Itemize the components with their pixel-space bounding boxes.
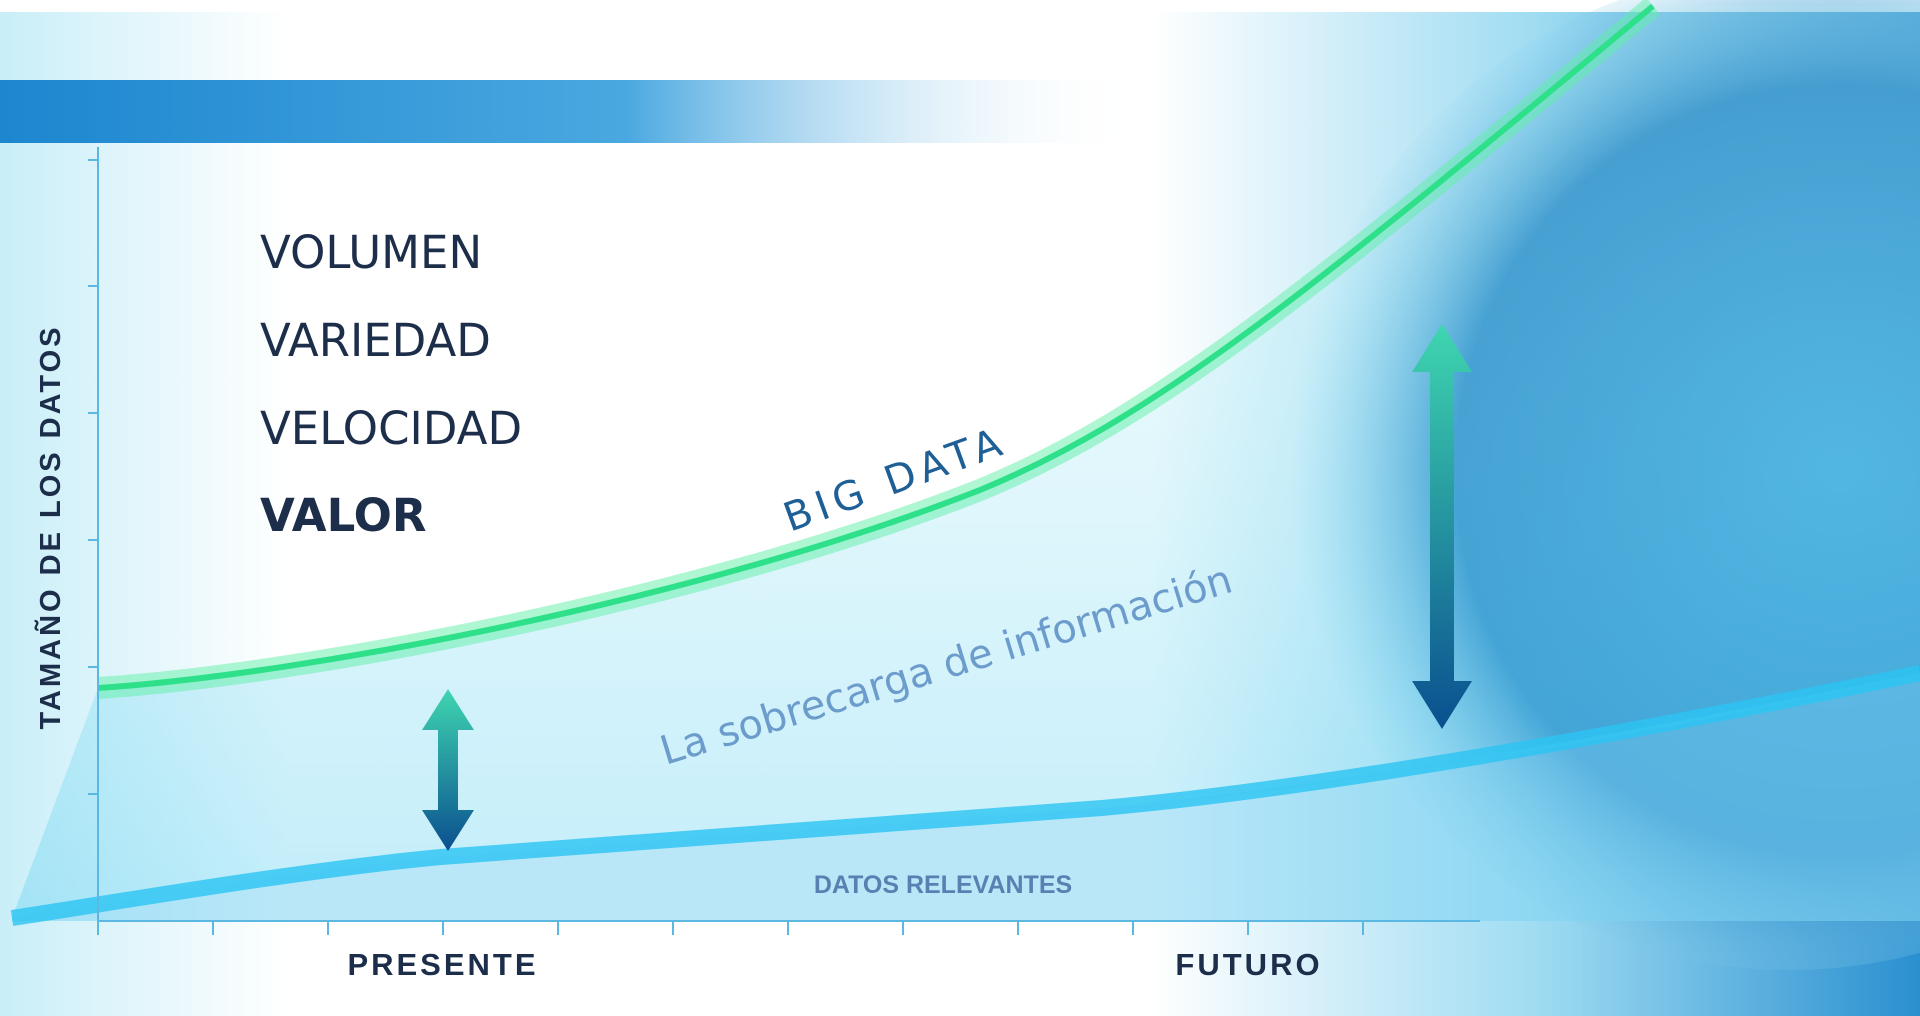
relevant-curve xyxy=(10,665,1920,926)
gap-arrow-small xyxy=(422,689,474,851)
top-strip xyxy=(0,0,1920,12)
term: VARIEDAD xyxy=(260,314,491,367)
term: VALOR xyxy=(260,489,427,542)
relevant-label: DATOS RELEVANTES xyxy=(814,871,1072,899)
y-axis-label: TAMAÑO DE LOS DATOS xyxy=(33,325,67,730)
header-bar xyxy=(0,80,1140,143)
gap-arrow-large xyxy=(1412,324,1472,729)
axes xyxy=(88,147,1480,935)
big-data-curve xyxy=(97,3,1655,691)
x-axis-label: FUTURO xyxy=(1175,947,1322,982)
term: VOLUMEN xyxy=(260,226,482,279)
term: VELOCIDAD xyxy=(260,402,522,455)
x-axis-label: PRESENTE xyxy=(347,947,538,982)
